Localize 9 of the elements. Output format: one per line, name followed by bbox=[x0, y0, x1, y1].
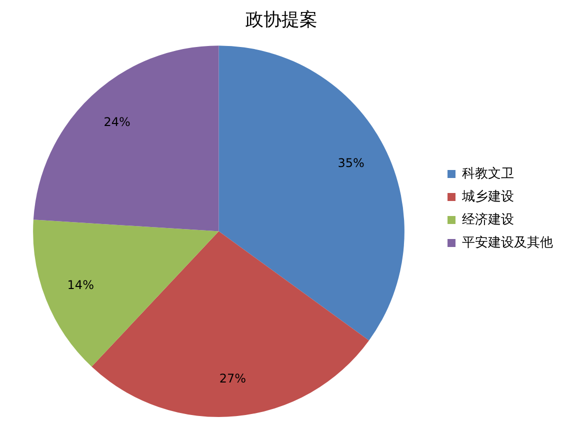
legend-label: 科教文卫 bbox=[462, 166, 514, 182]
chart-title: 政协提案 bbox=[246, 9, 318, 30]
data-label: 27% bbox=[219, 371, 246, 386]
legend-label: 经济建设 bbox=[462, 212, 514, 228]
data-label: 14% bbox=[67, 278, 94, 292]
data-label: 24% bbox=[104, 115, 130, 130]
legend-label: 城乡建设 bbox=[461, 189, 514, 204]
legend-label: 平安建设及其他 bbox=[462, 234, 553, 250]
data-label: 35% bbox=[338, 156, 364, 170]
